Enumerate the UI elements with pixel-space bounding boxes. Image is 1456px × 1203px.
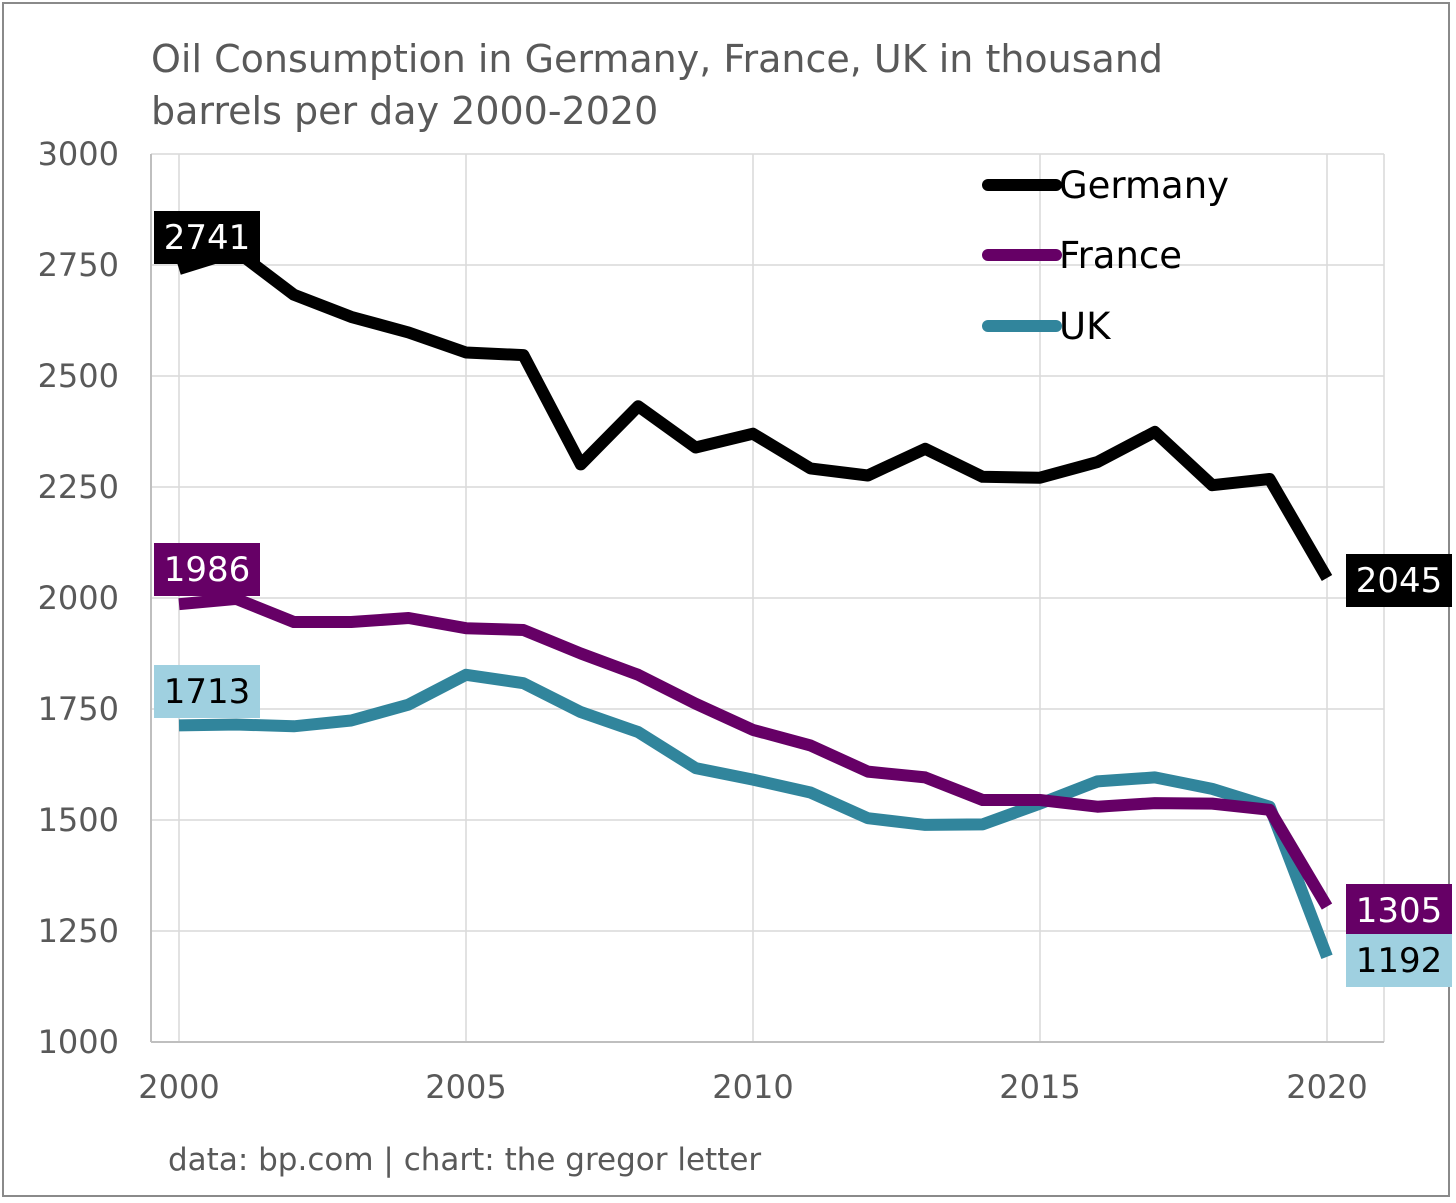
y-tick-label: 1500 bbox=[38, 801, 119, 839]
data-label-box-france-start bbox=[154, 543, 260, 596]
data-label-germany-end: 2045 bbox=[1356, 561, 1443, 601]
chart-canvas: Oil Consumption in Germany, France, UK i… bbox=[38, 37, 1452, 1178]
y-tick-label: 1750 bbox=[38, 690, 119, 728]
y-tick-label: 3000 bbox=[38, 135, 119, 173]
series-line-uk bbox=[178, 668, 1333, 959]
data-label-box-uk-start bbox=[154, 665, 260, 718]
y-tick-label: 1250 bbox=[38, 912, 119, 950]
x-tick-label: 2020 bbox=[1286, 1068, 1367, 1106]
series-lines bbox=[177, 245, 1333, 959]
y-tick-label: 2750 bbox=[38, 246, 119, 284]
legend-label-uk: UK bbox=[1059, 305, 1112, 348]
x-tick-label: 2010 bbox=[712, 1068, 793, 1106]
data-label-germany-start: 2741 bbox=[164, 218, 251, 258]
chart-title-line-2: barrels per day 2000-2020 bbox=[151, 89, 658, 133]
legend-label-france: France bbox=[1059, 234, 1182, 277]
data-label-box-germany-end bbox=[1346, 554, 1452, 607]
axes: 1000 1250 1500 1750 2000 2250 2500 2750 3000 2000… bbox=[38, 135, 1384, 1106]
x-tick-label: 2000 bbox=[138, 1068, 219, 1106]
y-tick-label: 2000 bbox=[38, 579, 119, 617]
series-line-france bbox=[178, 592, 1333, 910]
data-label-uk-end: 1192 bbox=[1356, 941, 1443, 981]
data-labels: 2741 2045 1986 1305 1713 1192 bbox=[154, 211, 1452, 987]
x-tick-label: 2015 bbox=[999, 1068, 1080, 1106]
y-tick-label: 2250 bbox=[38, 468, 119, 506]
legend-label-germany: Germany bbox=[1059, 164, 1229, 207]
data-label-uk-start: 1713 bbox=[164, 672, 251, 712]
data-label-box-uk-end bbox=[1346, 934, 1452, 987]
series-line-germany bbox=[177, 245, 1333, 582]
source-note: data: bp.com | chart: the gregor letter bbox=[168, 1142, 761, 1178]
data-label-france-end: 1305 bbox=[1356, 891, 1443, 931]
chart-title-line-1: Oil Consumption in Germany, France, UK i… bbox=[151, 37, 1163, 81]
x-tick-label: 2005 bbox=[425, 1068, 506, 1106]
y-tick-label: 1000 bbox=[38, 1023, 119, 1061]
data-label-box-france-end bbox=[1346, 884, 1452, 937]
y-tick-label: 2500 bbox=[38, 357, 119, 395]
data-label-box-germany-start bbox=[154, 211, 260, 264]
data-label-france-start: 1986 bbox=[164, 550, 251, 590]
gridlines bbox=[151, 153, 1385, 1042]
legend: Germany France UK bbox=[982, 164, 1229, 348]
